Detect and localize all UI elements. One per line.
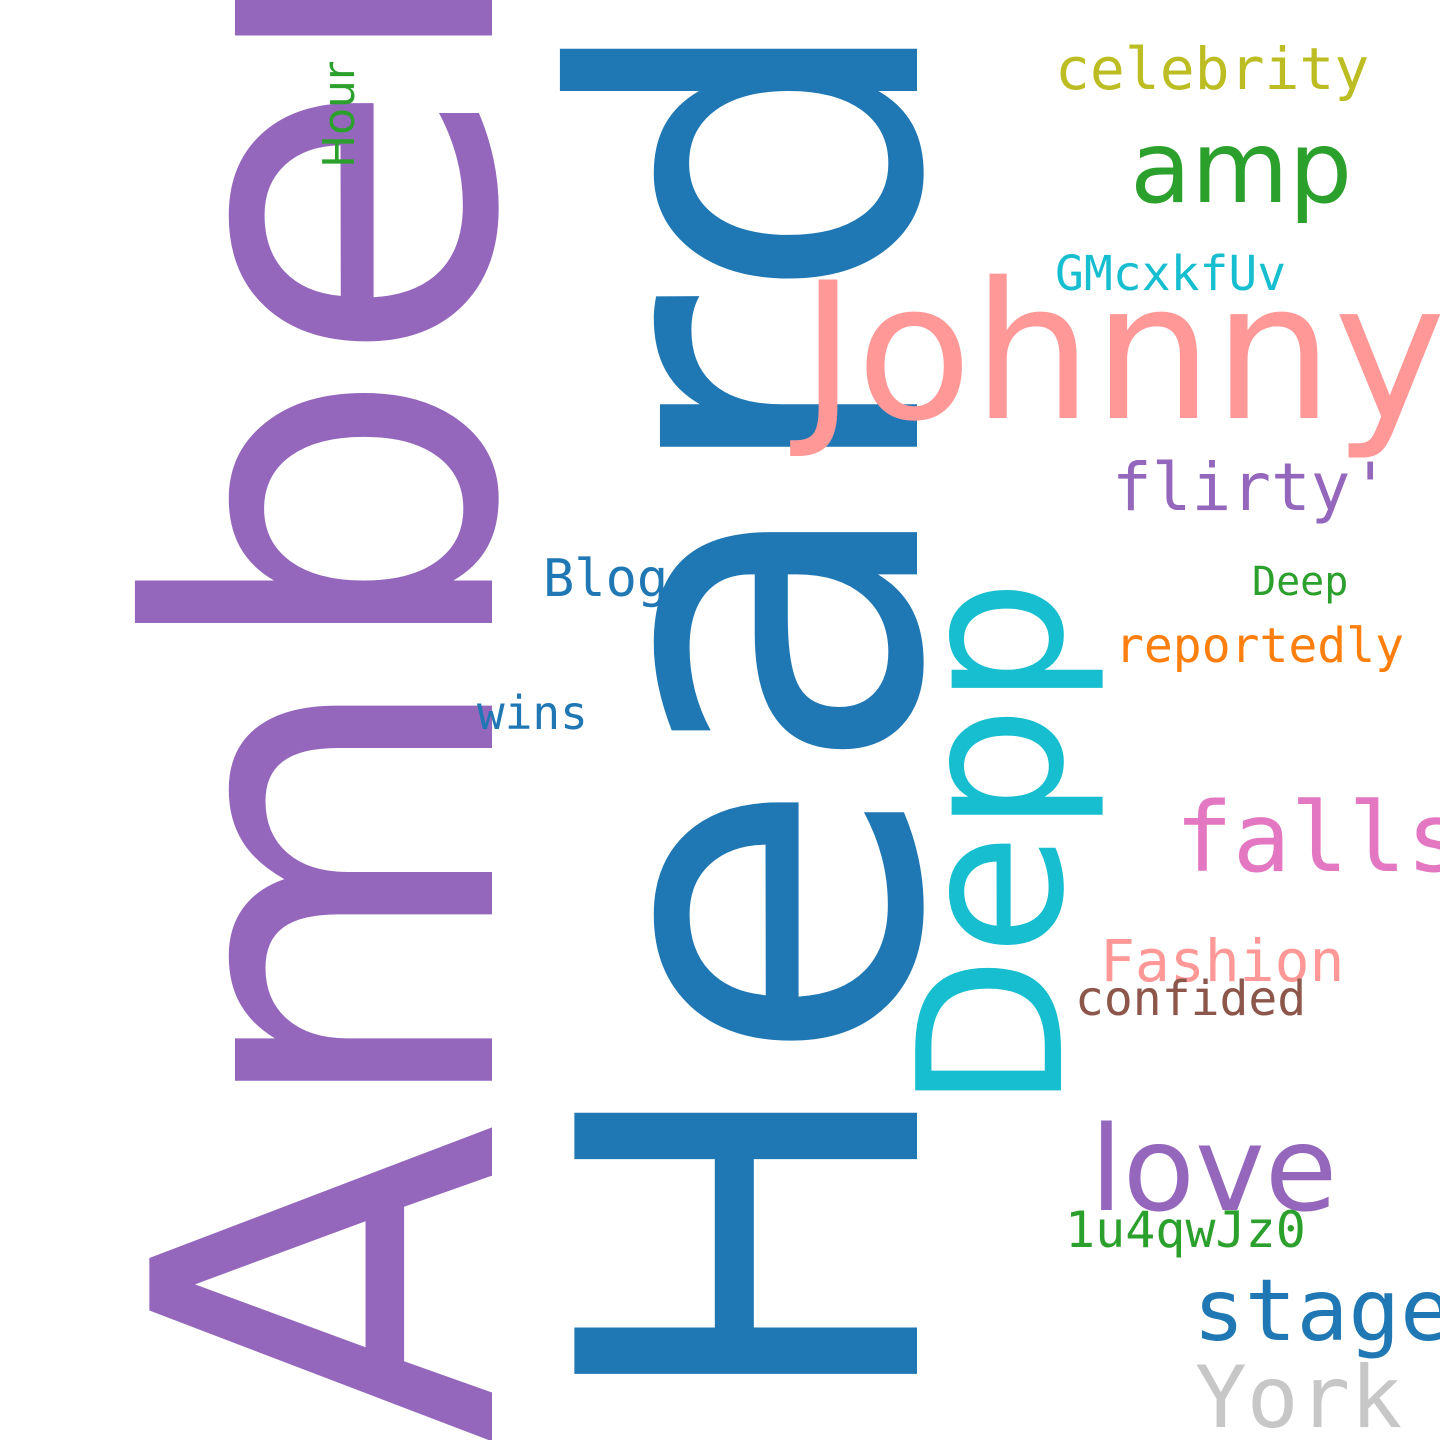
word-york: York	[1195, 1348, 1403, 1440]
word-love: love	[1090, 1100, 1338, 1238]
word-reportedly: reportedly	[1115, 618, 1404, 674]
word-falls: falls	[1175, 782, 1440, 894]
word-stage: stage	[1193, 1261, 1440, 1361]
word-confided: confided	[1075, 971, 1307, 1027]
word-deep: Deep	[1252, 559, 1349, 605]
word-depp: Depp	[876, 579, 1109, 1110]
word-celebrity: celebrity	[1055, 35, 1370, 103]
word-1u4qwjz0: 1u4qwJz0	[1065, 1201, 1306, 1259]
word-blog: Blog	[543, 549, 669, 609]
word-gmcxkfuv: GMcxkfUv	[1055, 246, 1287, 302]
word-fashion: Fashion	[1100, 927, 1345, 995]
word-amp: amp	[1130, 109, 1353, 226]
word-johnny: Johnny	[800, 242, 1440, 463]
word-flirty: flirty'	[1112, 449, 1391, 526]
word-hour: Hour	[314, 62, 365, 168]
word-wins: wins	[477, 686, 588, 740]
